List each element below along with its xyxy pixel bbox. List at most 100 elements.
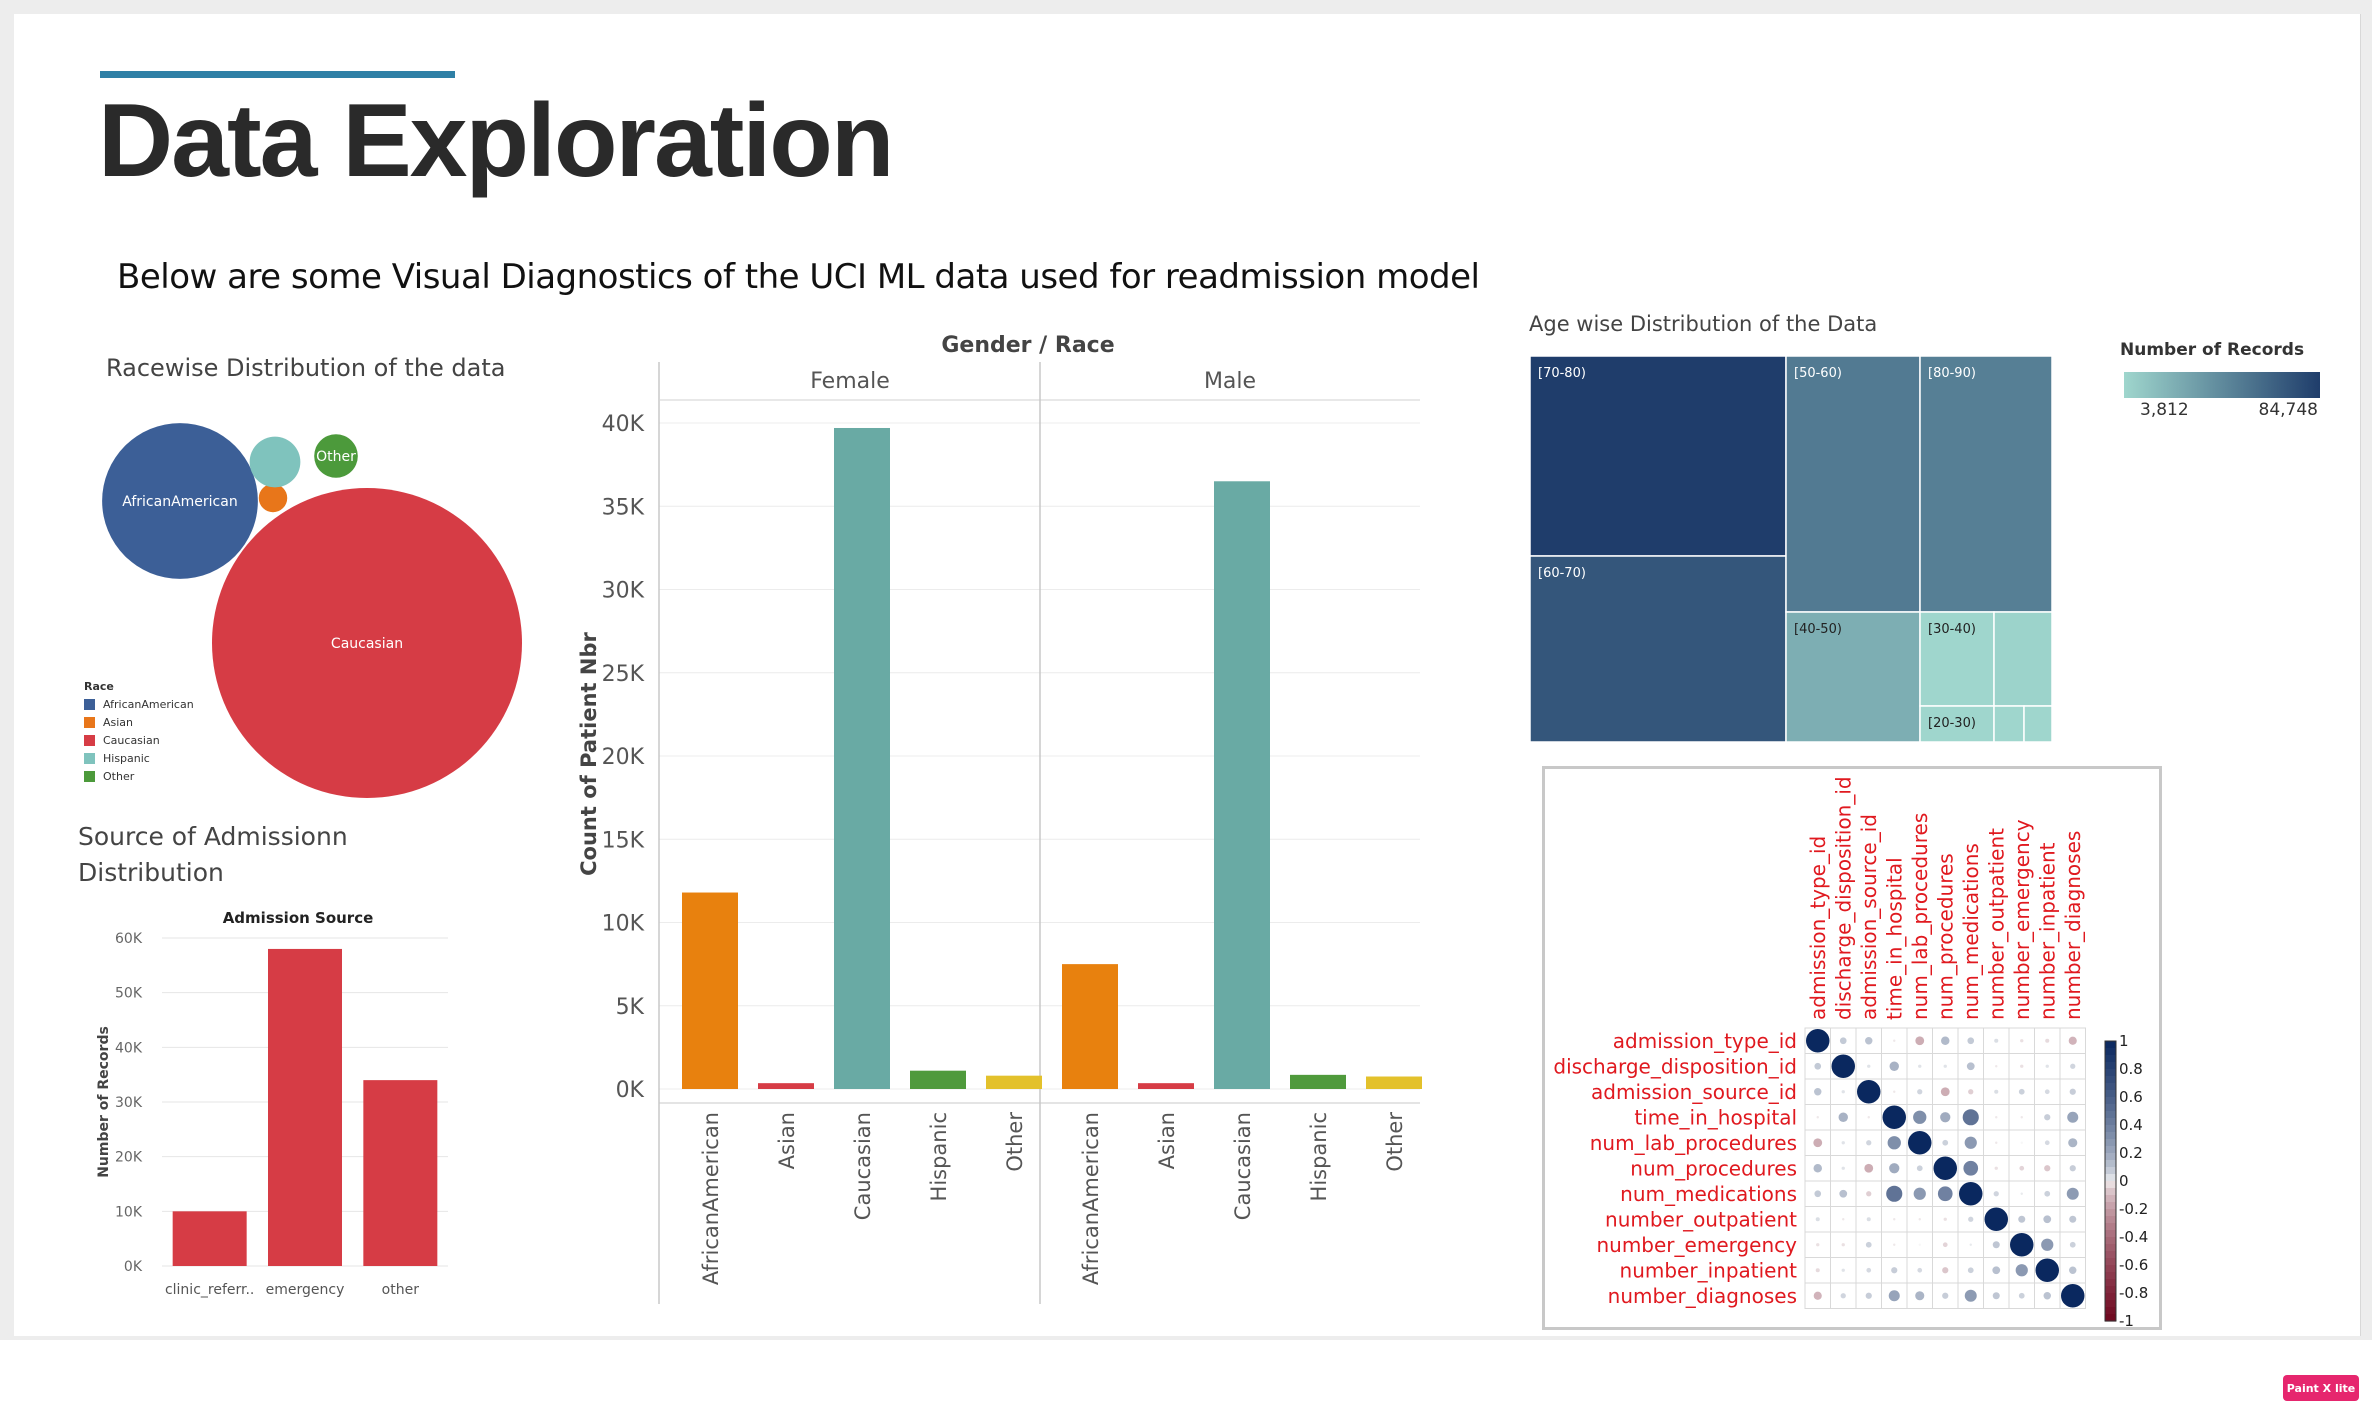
corr-dot [2044, 1114, 2051, 1121]
corr-dot [1995, 1141, 1998, 1144]
corr-row-label: num_lab_procedures [1590, 1131, 1797, 1155]
treemap-cell-small [1993, 705, 2025, 743]
x-tick-other: Other [1383, 1112, 1407, 1172]
treemap-label: [40-50) [1794, 622, 1842, 637]
treemap-label: [60-70) [1538, 566, 1586, 581]
admission-chart-title: Admission Source [223, 909, 374, 927]
corr-dot [2035, 1258, 2059, 1282]
corr-colorbar-segment [2105, 1216, 2116, 1224]
corr-dot [2069, 1088, 2076, 1095]
corr-dot [1943, 1064, 1947, 1068]
corr-dot [1964, 1289, 1977, 1302]
corr-colorbar-segment [2105, 1167, 2116, 1175]
corr-col-label: num_lab_procedures [1908, 813, 1932, 1020]
admission-heading-line2: Distribution [78, 858, 224, 887]
corr-dot [1841, 1141, 1845, 1145]
admission-y-tick: 0K [124, 1259, 143, 1275]
corr-colorbar-segment [2105, 1055, 2116, 1063]
corr-dot [1940, 1112, 1951, 1123]
x-tick-caucasian: Caucasian [1231, 1112, 1255, 1220]
corr-row-label: num_medications [1620, 1182, 1797, 1206]
treemap-cell-40-50 [1785, 611, 1921, 743]
corr-row-label: admission_source_id [1591, 1080, 1797, 1104]
corr-row-label: discharge_disposition_id [1553, 1054, 1797, 1078]
corr-colorbar-segment [2105, 1125, 2116, 1133]
gender-race-y-tick: 5K [616, 995, 645, 1020]
treemap-label: [80-90) [1928, 366, 1976, 381]
corr-colorbar-segment [2105, 1076, 2116, 1084]
corr-dot [2018, 1215, 2026, 1223]
corr-colorbar-segment [2105, 1118, 2116, 1126]
corr-dot [2070, 1063, 2076, 1069]
corr-dot [1866, 1217, 1871, 1222]
bubble-label-caucasian: Caucasian [331, 636, 403, 652]
corr-dot [1933, 1156, 1957, 1180]
bar-male-africanamerican [1062, 964, 1118, 1089]
bar-male-other [1366, 1076, 1422, 1089]
legend-swatch [84, 716, 95, 728]
treemap-cell-80-90 [1919, 355, 2053, 613]
slide: Data Exploration Below are some Visual D… [14, 14, 2361, 1336]
page-title: Data Exploration [98, 83, 894, 199]
corr-dot [1994, 1089, 1999, 1094]
race-bubble-chart: AfricanAmerican Caucasian Other [102, 423, 522, 798]
bubble-hispanic [249, 436, 301, 488]
age-treemap-chart: [70-80) [60-70) [50-60) [80-90) [40-50) [30-4… [1529, 340, 2320, 743]
corr-dot [2043, 1215, 2052, 1224]
corr-dot [2020, 1064, 2024, 1068]
corr-colorbar-tick: -0.4 [2119, 1228, 2148, 1246]
corr-dot [1941, 1036, 1950, 1045]
corr-dot [1913, 1187, 1926, 1200]
treemap-legend-max: 84,748 [2259, 400, 2318, 420]
corr-dot [2044, 1089, 2050, 1095]
corr-dot [1815, 1217, 1820, 1222]
bubble-other [314, 434, 358, 478]
corr-dot [2068, 1036, 2077, 1045]
corr-row-label: time_in_hospital [1634, 1105, 1797, 1129]
admission-chart-heading: Source of Admissionn Distribution [78, 819, 348, 891]
corr-dot [1813, 1138, 1823, 1148]
treemap-cell-70-80 [1529, 355, 1787, 557]
corr-dot [1943, 1217, 1947, 1221]
corr-row-label: number_inpatient [1620, 1258, 1798, 1282]
bubble-africanamerican [102, 423, 258, 579]
gender-race-y-tick: 0K [616, 1078, 645, 1103]
corr-dot [2044, 1165, 2051, 1172]
corr-dot [1866, 1140, 1872, 1146]
gender-race-y-tick: 15K [602, 828, 645, 853]
corr-colorbar-frame [2104, 1040, 2117, 1322]
corr-row-label: number_emergency [1596, 1233, 1797, 1257]
corr-colorbar-segment [2105, 1069, 2116, 1077]
treemap-cell-20-30 [1919, 705, 1995, 743]
admission-x-tick: emergency [266, 1282, 345, 1298]
treemap-label: [30-40) [1928, 622, 1976, 637]
treemap-legend-bar [2124, 372, 2320, 398]
corr-dot [1893, 1039, 1896, 1042]
paint-x-lite-badge[interactable]: Paint X lite [2283, 1375, 2359, 1401]
corr-dot [1839, 1037, 1847, 1045]
corr-colorbar-segment [2105, 1146, 2116, 1154]
slide-subtitle: Below are some Visual Diagnostics of the… [117, 257, 1480, 297]
corr-dot [1841, 1243, 1845, 1247]
corr-dot [1864, 1163, 1874, 1173]
x-tick-africanamerican: AfricanAmerican [699, 1112, 723, 1285]
corr-dot [1839, 1189, 1848, 1198]
corr-dot [1959, 1182, 1983, 1206]
corr-dot [1984, 1207, 2008, 1231]
corr-dot [2010, 1233, 2034, 1257]
corr-col-label: discharge_disposition_id [1831, 776, 1855, 1020]
corr-col-label: num_procedures [1933, 853, 1957, 1020]
legend-swatch [84, 734, 95, 746]
bar-female-caucasian [834, 427, 890, 1089]
corr-dot [1886, 1185, 1903, 1202]
corr-dot [1915, 1036, 1925, 1046]
corr-dot [1867, 1116, 1870, 1119]
treemap-cell-60-70 [1529, 555, 1787, 743]
corr-dot [1882, 1105, 1906, 1129]
corr-dot [1962, 1109, 1979, 1126]
corr-col-label: number_emergency [2010, 819, 2034, 1020]
corr-dot [2018, 1088, 2025, 1095]
corr-colorbar-segment [2105, 1104, 2116, 1112]
bubble-label-other: Other [316, 449, 356, 465]
x-tick-hispanic: Hispanic [927, 1112, 951, 1201]
